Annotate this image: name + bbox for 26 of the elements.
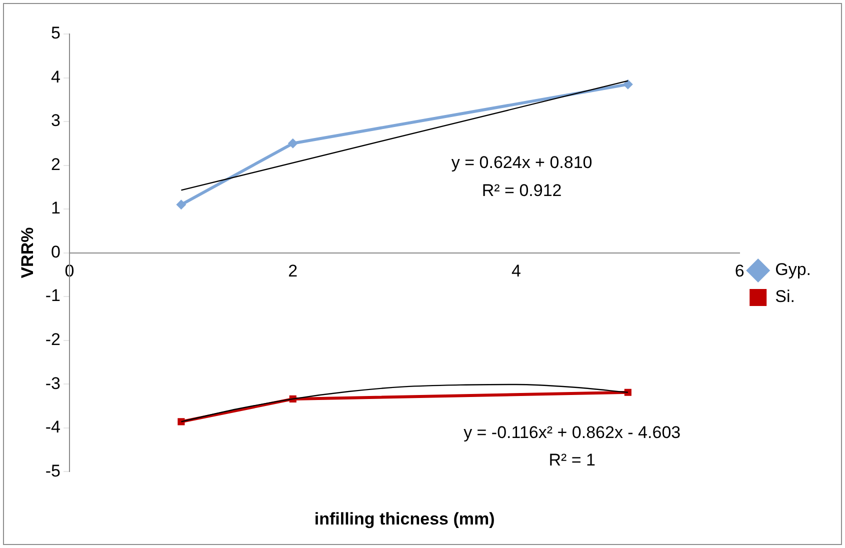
y-tick-label: 0	[51, 242, 61, 262]
point	[622, 79, 633, 90]
y-tick-label: 4	[51, 67, 61, 86]
y-tick-label: 2	[51, 154, 61, 174]
x-tick-label: 6	[734, 262, 744, 281]
y-tick-label: 3	[51, 111, 61, 130]
point	[178, 418, 185, 426]
annotation: y = -0.116x² + 0.862x - 4.603	[464, 422, 681, 442]
y-tick-label: -4	[45, 418, 61, 437]
legend-label: Si.	[775, 287, 795, 306]
y-tick-label: -3	[45, 374, 61, 393]
annotation: R² = 1	[548, 450, 596, 470]
x-axis-title: infilling thicness (mm)	[314, 509, 495, 528]
y-tick-label: 5	[51, 24, 61, 43]
point	[176, 200, 186, 210]
legend-label: Gyp.	[775, 260, 812, 280]
y-tick-label: -5	[45, 461, 61, 480]
y-tick-label: -1	[45, 286, 61, 306]
y-tick-label: -2	[45, 330, 61, 350]
y-axis-title: VRR%	[18, 227, 37, 278]
annotation: y = 0.624x + 0.810	[451, 152, 592, 172]
point	[288, 138, 298, 148]
annotation: R² = 0.912	[482, 181, 562, 200]
x-tick-label: 2	[288, 262, 298, 281]
x-tick-label: 4	[512, 262, 521, 281]
y-tick-label: 1	[51, 198, 61, 218]
